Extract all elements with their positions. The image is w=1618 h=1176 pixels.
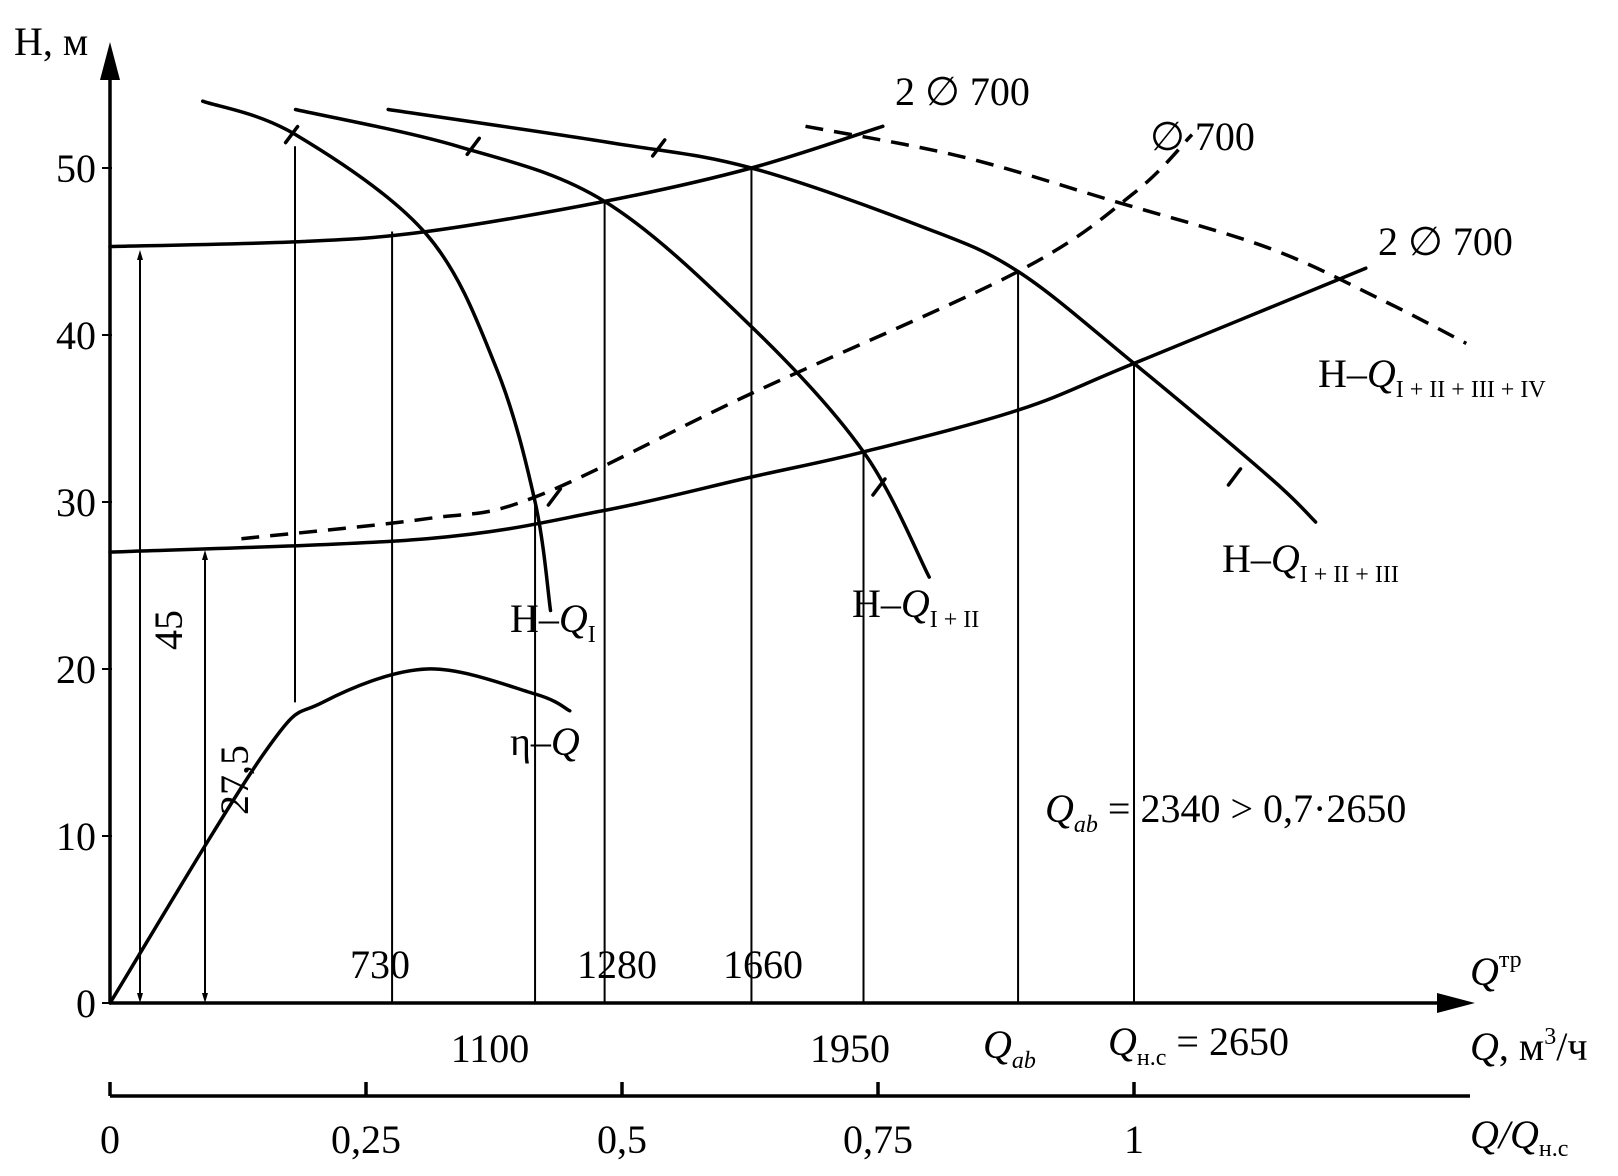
efficiency-curve-label: η–Q — [510, 719, 580, 764]
y-tick-label: 10 — [56, 814, 96, 859]
efficiency-curve — [108, 667, 572, 1005]
system-curve-label-upper: 2 ∅ 700 — [895, 69, 1030, 114]
flow-label-1660: 1660 — [723, 942, 803, 987]
y-tick-label: 0 — [76, 981, 96, 1026]
y-axis-arrow — [100, 42, 120, 80]
system-curve-label-lower: 2 ∅ 700 — [1378, 219, 1513, 264]
pump-curve-label-i: Н–QI — [510, 596, 596, 648]
system-curve-2x700-lower — [108, 266, 1368, 554]
pump-curve-label-i-ii-iii: Н–QI + II + III — [1222, 536, 1399, 588]
curve-tick-marks — [283, 124, 1243, 507]
annotation-qab: Qab = 2340 > 0,7·2650 — [1045, 786, 1406, 838]
system-curve-2x700-upper — [108, 124, 885, 249]
flow-label-1100: 1100 — [451, 1026, 530, 1071]
pump-curve-label-i-ii: Н–QI + II — [852, 581, 979, 633]
dimension-lines: 45 27,5 — [137, 250, 257, 1003]
curve-tick-mark — [283, 124, 300, 145]
x-axis-arrow — [1437, 993, 1475, 1013]
pump-curve-i — [200, 99, 553, 613]
x2-tick-label: 0,75 — [843, 1117, 913, 1162]
y-tick-label: 40 — [56, 313, 96, 358]
flow-label-1280: 1280 — [577, 942, 657, 987]
x-axis-req-label: Qтр — [1470, 947, 1522, 994]
x2-tick-label: 0 — [100, 1117, 120, 1162]
x2-axis-label: Q/Qн.с — [1470, 1112, 1568, 1162]
y-tick-label: 30 — [56, 480, 96, 525]
system-curve-label-middle: ∅ 700 — [1150, 114, 1255, 159]
curves — [108, 99, 1468, 1005]
y-tick-label: 50 — [56, 146, 96, 191]
curve-tick-mark — [546, 487, 563, 507]
axes — [100, 42, 1475, 1098]
x2-tick-label: 0,25 — [331, 1117, 401, 1162]
x2-tick-marks — [108, 1082, 1136, 1096]
flow-label-qab: Qab — [983, 1022, 1036, 1074]
dimension-label-27-5: 27,5 — [212, 745, 257, 815]
axis-labels: Н, м 0 10 20 30 40 50 Qтр Q, м3/ч Q/Qн.с… — [14, 19, 1587, 1162]
pump-curve-label-i-ii-iii-iv: Н–QI + II + III + IV — [1318, 351, 1546, 403]
operating-point-lines — [294, 146, 1135, 1003]
curve-tick-mark — [871, 477, 887, 497]
pump-curve-i-ii-iii — [386, 107, 1318, 524]
pump-curve-i-ii-iii-iv — [805, 124, 1468, 345]
x2-tick-label: 1 — [1124, 1117, 1144, 1162]
curve-labels: 2 ∅ 700 ∅ 700 2 ∅ 700 Н–QI Н–QI + II Н–Q… — [510, 69, 1546, 764]
y-axis-label: Н, м — [14, 19, 88, 64]
pump-curve-i-ii — [293, 107, 931, 579]
flow-label-1950: 1950 — [810, 1026, 890, 1071]
curve-tick-mark — [465, 136, 481, 157]
curve-tick-mark — [1226, 467, 1243, 487]
x-axis-flow-label: Q, м3/ч — [1470, 1024, 1587, 1069]
y-tick-marks — [102, 167, 112, 1004]
curve-tick-mark — [650, 138, 667, 158]
y-tick-label: 20 — [56, 647, 96, 692]
flow-label-730: 730 — [350, 942, 410, 987]
operating-point-labels: 730 1100 1280 1660 1950 Qab Qн.с = 2650 … — [350, 786, 1406, 1074]
dimension-label-45: 45 — [146, 610, 191, 650]
x2-tick-label: 0,5 — [597, 1117, 647, 1162]
flow-label-qns: Qн.с = 2650 — [1108, 1019, 1289, 1071]
system-curve-700 — [241, 133, 1194, 541]
